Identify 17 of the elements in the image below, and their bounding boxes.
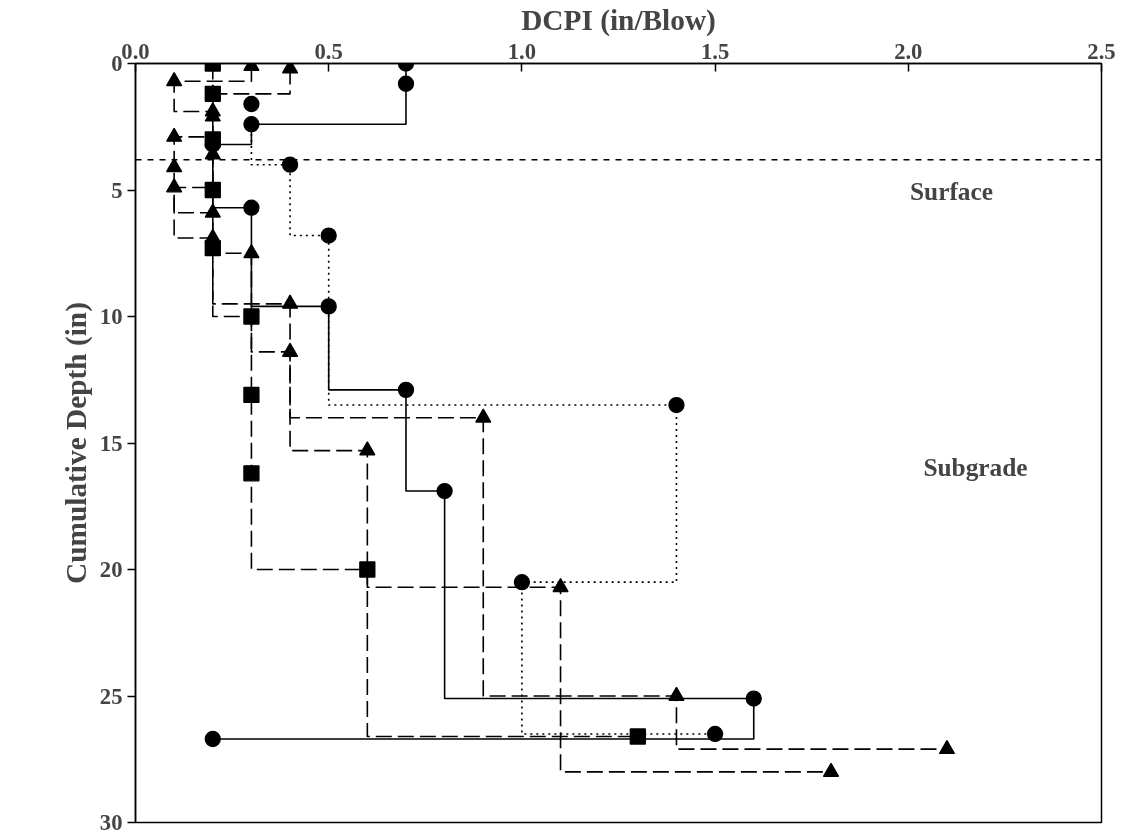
x-tick-label: 2.5	[1087, 38, 1116, 64]
y-tick-label: 25	[99, 683, 123, 709]
annotation: Surface	[910, 176, 993, 205]
x-tick-label: 2.0	[894, 38, 923, 64]
x-tick-label: 0.0	[121, 38, 150, 64]
y-tick-label: 0	[111, 51, 123, 76]
x-tick-label: 1.5	[700, 38, 730, 64]
y-tick-label: 15	[99, 430, 123, 456]
y-tick-label: 5	[111, 177, 123, 203]
annotation: Subgrade	[923, 452, 1028, 481]
x-axis-title: DCPI (in/Blow)	[521, 3, 716, 37]
y-tick-label: 30	[99, 810, 123, 834]
y-tick-label: 10	[99, 304, 123, 329]
y-tick-label: 20	[99, 557, 123, 582]
x-tick-label: 0.5	[314, 38, 343, 64]
y-axis-title: Cumulative Depth (in)	[59, 302, 93, 584]
x-tick-label: 1.0	[507, 38, 537, 64]
